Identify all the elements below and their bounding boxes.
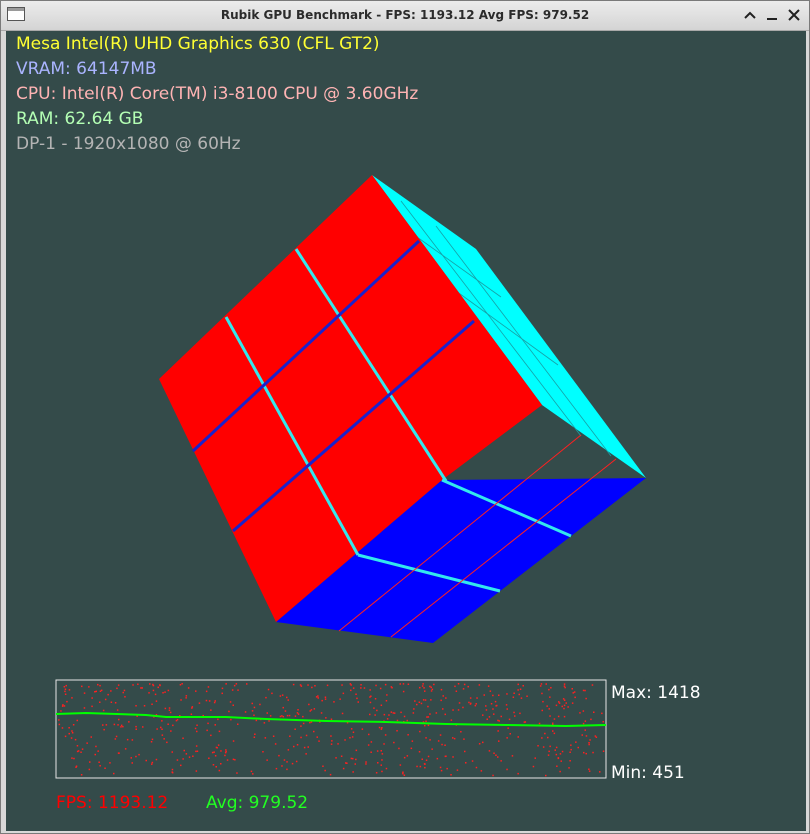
cube-front-face-grid-blue	[191, 239, 475, 533]
ram-text: RAM: 62.64 GB	[16, 109, 144, 129]
window-icon[interactable]	[7, 7, 25, 21]
chevron-up-icon[interactable]	[742, 6, 758, 24]
vram-text: VRAM: 64147MB	[16, 59, 157, 79]
gpu-name-text: Mesa Intel(R) UHD Graphics 630 (CFL GT2)	[16, 34, 380, 54]
cube-bottom-face-grid-cyan	[357, 478, 572, 593]
cube-front-face-grid-cyan	[224, 248, 448, 556]
cube-right-face-grid	[400, 200, 612, 457]
cpu-text: CPU: Intel(R) Core(TM) i3-8100 CPU @ 3.6…	[16, 84, 419, 104]
avg-label: Avg: 979.52	[206, 793, 309, 813]
rubik-cube	[159, 175, 646, 643]
cube-bottom-face-grid-red	[338, 434, 617, 638]
cube-right-face	[372, 175, 646, 478]
graph-min-label: Min: 451	[611, 763, 685, 783]
fps-label: FPS: 1193.12	[56, 793, 169, 813]
title-bar[interactable]: Rubik GPU Benchmark - FPS: 1193.12 Avg F…	[1, 1, 809, 31]
graph-max-label: Max: 1418	[611, 683, 701, 703]
minimize-icon[interactable]	[764, 6, 780, 24]
cube-bottom-face	[276, 478, 646, 643]
window-title: Rubik GPU Benchmark - FPS: 1193.12 Avg F…	[220, 8, 590, 22]
display-text: DP-1 - 1920x1080 @ 60Hz	[16, 134, 241, 154]
close-icon[interactable]	[786, 6, 802, 24]
render-viewport[interactable]: Mesa Intel(R) UHD Graphics 630 (CFL GT2)…	[6, 31, 806, 831]
